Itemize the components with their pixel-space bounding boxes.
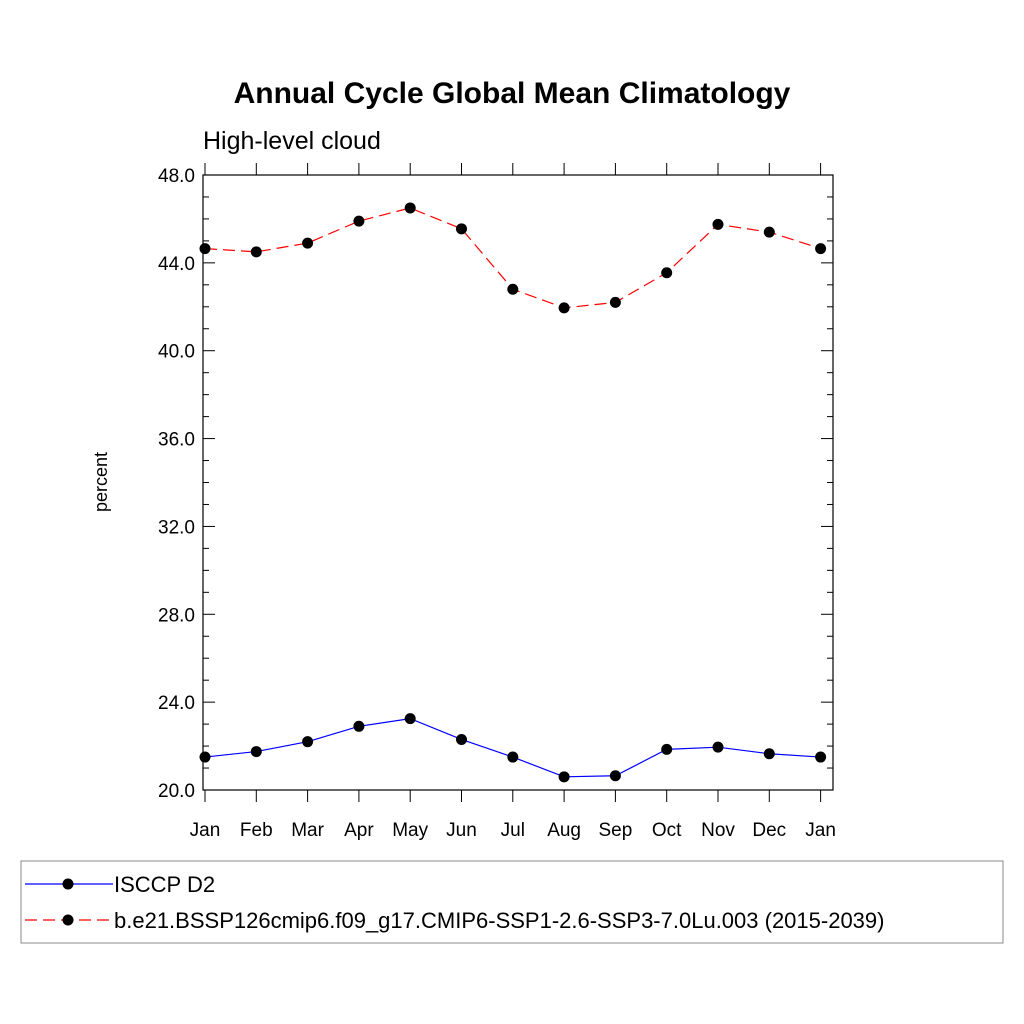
series-1-point xyxy=(712,741,724,753)
series-2-point xyxy=(815,243,827,255)
x-tick-label: Jan xyxy=(805,820,836,841)
x-tick-label: Nov xyxy=(701,820,735,841)
series-layer xyxy=(199,202,827,783)
chart-subtitle: High-level cloud xyxy=(203,127,381,155)
series-1-point xyxy=(815,751,827,763)
series-1-point xyxy=(763,748,775,760)
series-2-point xyxy=(456,223,467,235)
series-1-point xyxy=(250,746,262,758)
series-2-point xyxy=(507,283,519,295)
series-1-point xyxy=(507,751,519,763)
y-tick-label: 32.0 xyxy=(158,517,195,538)
y-tick-label: 36.0 xyxy=(158,430,195,451)
x-axis: Jan Feb Mar Apr May Jun Jul Aug Sep Oct Nov Dec Jan xyxy=(190,163,836,841)
series-2-point xyxy=(199,243,211,255)
series-1-point xyxy=(661,743,673,755)
legend-box xyxy=(20,860,1004,944)
series-2-point xyxy=(250,246,262,258)
x-tick-label: May xyxy=(392,820,428,841)
x-tick-label: Mar xyxy=(291,820,324,841)
legend-label-2: b.e21.BSSP126cmip6.f09_g17.CMIP6-SSP1-2.… xyxy=(114,908,884,933)
series-1-point xyxy=(404,713,416,725)
series-1-point xyxy=(456,733,467,745)
y-tick-label: 20.0 xyxy=(158,781,195,802)
y-tick-label: 28.0 xyxy=(158,605,195,626)
x-tick-label: Feb xyxy=(240,820,273,841)
series-1-point xyxy=(558,771,570,783)
series-2-point xyxy=(353,215,365,227)
y-axis: 20.0 24.0 28.0 32.0 36.0 40.0 44.0 48.0 xyxy=(158,166,833,802)
x-tick-label: Sep xyxy=(598,820,632,841)
legend-label-1: ISCCP D2 xyxy=(114,872,215,897)
legend: ISCCP D2 b.e21.BSSP126cmip6.f09_g17.CMIP6… xyxy=(25,872,884,933)
chart-title: Annual Cycle Global Mean Climatology xyxy=(234,77,791,110)
y-tick-label: 24.0 xyxy=(158,693,195,714)
series-2-point xyxy=(661,267,673,279)
x-tick-label: Dec xyxy=(752,820,786,841)
y-tick-label: 44.0 xyxy=(158,254,195,275)
series-1-point xyxy=(609,770,621,782)
y-tick-label: 48.0 xyxy=(158,166,195,187)
x-tick-label: Apr xyxy=(344,820,374,841)
series-2-point xyxy=(763,226,775,238)
plot-frame xyxy=(202,174,834,791)
series-1-point xyxy=(199,751,211,763)
legend-marker-2 xyxy=(62,914,74,926)
series-2-point xyxy=(302,237,314,249)
series-line-1 xyxy=(204,717,821,778)
series-2-point xyxy=(712,218,724,230)
x-tick-label: Jan xyxy=(190,820,221,841)
series-2-point xyxy=(558,302,570,314)
series-1-point xyxy=(353,720,365,732)
series-2-point xyxy=(609,296,621,308)
legend-marker-1 xyxy=(62,878,74,890)
x-tick-label: Oct xyxy=(652,820,682,841)
y-tick-label: 40.0 xyxy=(158,342,195,363)
x-tick-label: Jul xyxy=(501,820,525,841)
y-axis-label: percent xyxy=(91,452,111,512)
x-tick-label: Aug xyxy=(547,820,581,841)
series-2-point xyxy=(404,202,416,214)
x-tick-label: Jun xyxy=(446,820,477,841)
series-1-point xyxy=(302,736,314,748)
